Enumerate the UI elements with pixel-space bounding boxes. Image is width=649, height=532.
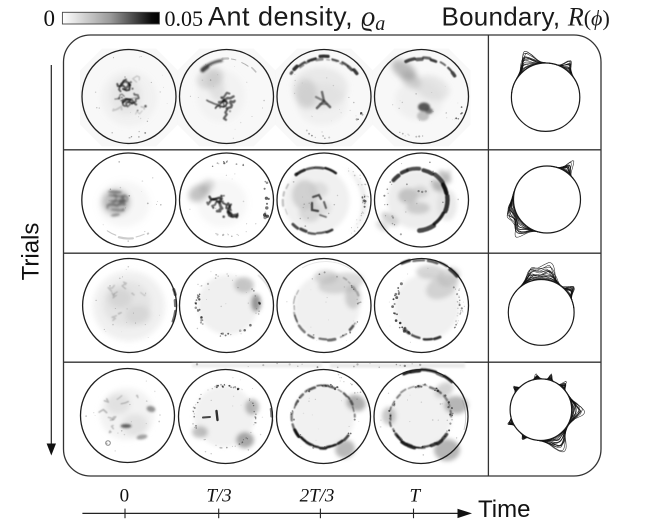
svg-text:0: 0 bbox=[120, 486, 130, 507]
svg-text:Time: Time bbox=[478, 496, 530, 523]
svg-text:Trials: Trials bbox=[18, 223, 45, 281]
svg-text:Boundary, R(ϕ): Boundary, R(ϕ) bbox=[442, 2, 610, 32]
svg-text:2T/3: 2T/3 bbox=[300, 486, 335, 507]
svg-text:T: T bbox=[410, 486, 422, 507]
svg-text:0.05: 0.05 bbox=[165, 6, 204, 31]
svg-text:Ant density, ϱa: Ant density, ϱa bbox=[208, 2, 385, 36]
svg-text:0: 0 bbox=[44, 6, 56, 31]
svg-text:T/3: T/3 bbox=[206, 486, 231, 507]
